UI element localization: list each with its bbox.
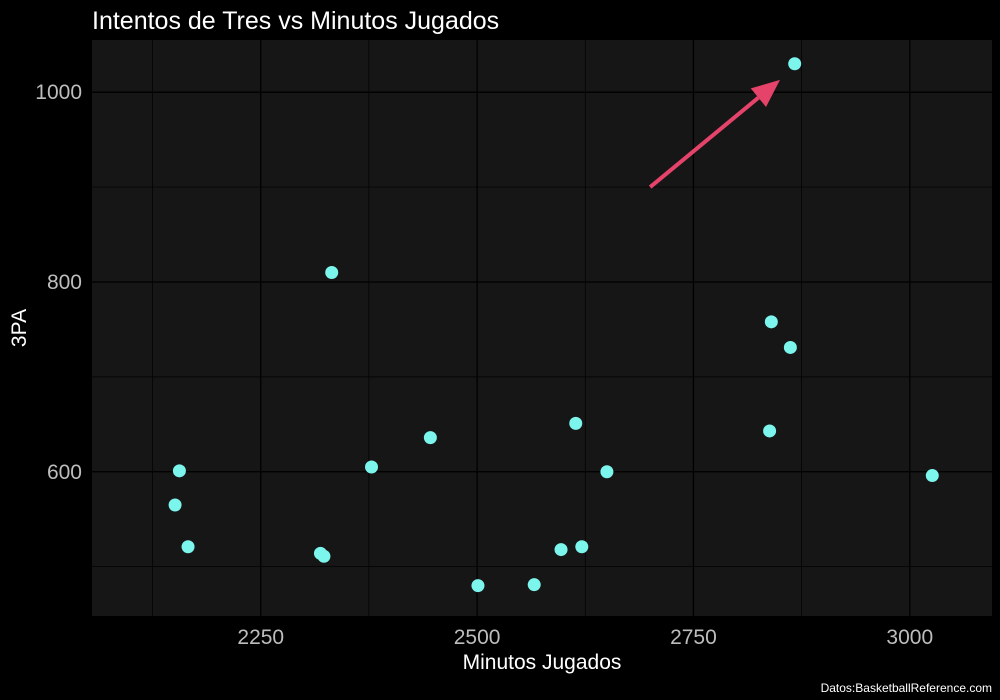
- plot-panel: [92, 40, 992, 616]
- scatter-point: [783, 340, 797, 354]
- scatter-point: [763, 424, 777, 438]
- x-tick-label: 2750: [670, 626, 717, 649]
- y-axis-title: 3PA: [8, 309, 31, 347]
- x-tick-label: 3000: [886, 626, 933, 649]
- x-axis-title: Minutos Jugados: [463, 651, 622, 674]
- annotation-layer: [648, 79, 780, 189]
- scatter-point: [365, 460, 379, 474]
- scatter-point: [471, 579, 485, 593]
- y-axis-ticks: 600 800 1000: [35, 81, 82, 484]
- scatter-point: [317, 549, 331, 563]
- scatter-point: [788, 57, 802, 71]
- scatter-point: [569, 416, 583, 430]
- scatter-point: [600, 465, 614, 479]
- scatter-point: [554, 543, 568, 557]
- x-tick-label: 2250: [237, 626, 284, 649]
- y-tick-label: 800: [47, 271, 82, 294]
- scatter-point: [527, 578, 541, 592]
- chart-title: Intentos de Tres vs Minutos Jugados: [92, 7, 499, 35]
- y-tick-label: 1000: [35, 81, 82, 104]
- x-axis-ticks: 2250 2500 2750 3000: [237, 626, 933, 649]
- annotation-arrow-head: [750, 79, 780, 107]
- scatter-point: [325, 265, 339, 279]
- x-tick-label: 2500: [454, 626, 501, 649]
- data-points: [168, 57, 939, 593]
- scatter-point: [172, 464, 186, 478]
- annotation-arrow-shaft: [648, 96, 760, 189]
- scatter-point: [181, 540, 195, 554]
- scatter-point: [168, 498, 182, 512]
- scatter-point: [423, 431, 437, 445]
- grid-lines: [92, 40, 992, 616]
- data-source-caption: Datos:BasketballReference.com: [821, 681, 992, 695]
- scatter-point: [575, 540, 589, 554]
- scatter-point: [764, 315, 778, 329]
- scatter-point: [925, 469, 939, 483]
- y-tick-label: 600: [47, 461, 82, 484]
